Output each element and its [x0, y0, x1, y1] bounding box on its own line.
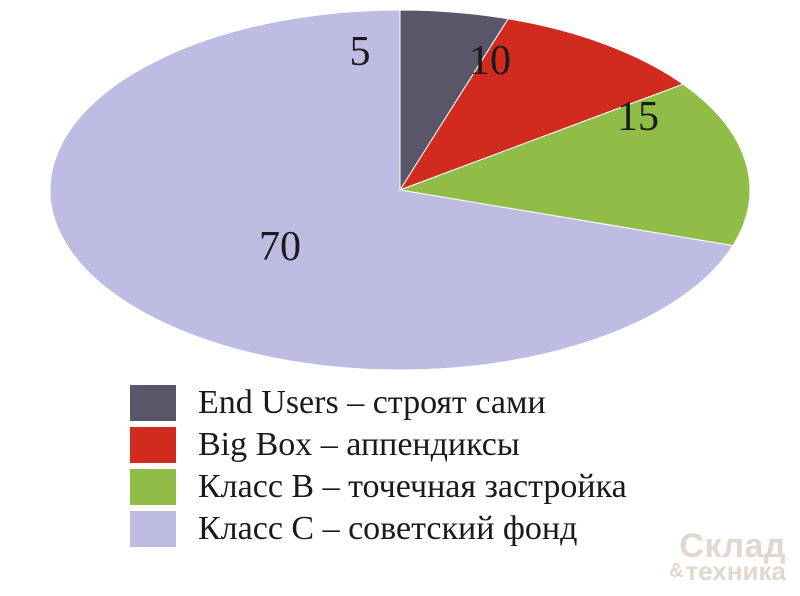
- legend-label: Big Box – аппендиксы: [198, 426, 520, 464]
- legend-label: Класс B – точечная застройка: [198, 468, 627, 506]
- watermark-line1: Склад: [669, 533, 786, 561]
- legend-swatch: [130, 469, 176, 505]
- legend-item: End Users – строят сами: [130, 384, 627, 422]
- legend-item: Класс B – точечная застройка: [130, 468, 627, 506]
- legend-item: Big Box – аппендиксы: [130, 426, 627, 464]
- legend-item: Класс С – советский фонд: [130, 510, 627, 548]
- legend: End Users – строят сами Big Box – аппенд…: [130, 380, 627, 552]
- watermark-line2: &техника: [669, 561, 786, 582]
- pie-chart: 5 10 15 70: [50, 10, 750, 370]
- watermark: Склад &техника: [669, 533, 786, 582]
- legend-label: End Users – строят сами: [198, 384, 546, 422]
- legend-swatch: [130, 385, 176, 421]
- slice-label-class_b: 15: [617, 94, 659, 140]
- slice-label-class_c: 70: [259, 224, 301, 270]
- slice-label-end_users: 5: [350, 29, 371, 75]
- legend-swatch: [130, 427, 176, 463]
- legend-label: Класс С – советский фонд: [198, 510, 577, 548]
- watermark-line2-text: техника: [686, 556, 786, 586]
- watermark-amp: &: [669, 560, 683, 582]
- legend-swatch: [130, 511, 176, 547]
- slice-label-big_box: 10: [469, 38, 511, 84]
- pie-svg: 5 10 15 70: [50, 10, 750, 370]
